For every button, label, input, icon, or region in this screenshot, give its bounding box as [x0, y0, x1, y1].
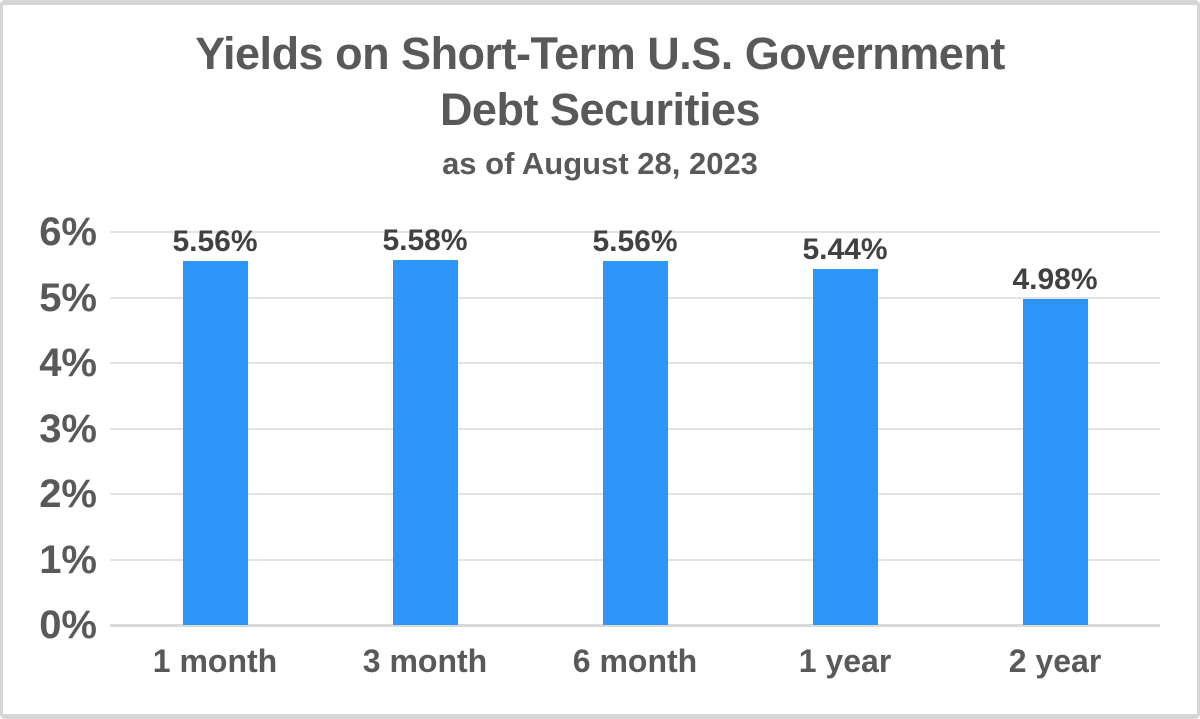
chart-title-line-2: Debt Securities: [439, 84, 761, 135]
bar-value-label: 5.56%: [592, 224, 678, 258]
y-tick-label: 2%: [39, 472, 97, 516]
y-tick-label: 3%: [39, 406, 97, 451]
bar: [182, 260, 248, 625]
bar-value-label: 5.58%: [382, 223, 468, 257]
y-tick-label: 5%: [39, 275, 97, 320]
chart-title-block: Yields on Short-Term U.S. Government Deb…: [0, 26, 1200, 181]
x-axis-label: 2 year: [1008, 643, 1102, 679]
bar-value-label: 4.98%: [1012, 262, 1098, 296]
y-tick-label: 6%: [39, 210, 97, 254]
x-axis-label: 1 month: [152, 643, 278, 679]
chart-subtitle: as of August 28, 2023: [442, 146, 758, 181]
bar-value-label: 5.56%: [172, 224, 258, 258]
bar: [602, 260, 668, 625]
x-axis-line: [110, 624, 1160, 627]
bar: [1022, 298, 1088, 625]
bar: [812, 268, 878, 625]
chart-title-line-1: Yields on Short-Term U.S. Government: [195, 28, 1005, 79]
gridline: [110, 231, 1160, 233]
y-tick-label: 1%: [39, 537, 97, 582]
x-axis-label: 6 month: [572, 643, 698, 679]
y-tick-label: 0%: [39, 603, 97, 647]
bar: [392, 259, 458, 625]
bar-value-label: 5.44%: [802, 232, 888, 266]
x-axis-label: 3 month: [362, 643, 488, 679]
y-tick-label: 4%: [39, 341, 97, 385]
x-axis-label: 1 year: [798, 643, 892, 679]
